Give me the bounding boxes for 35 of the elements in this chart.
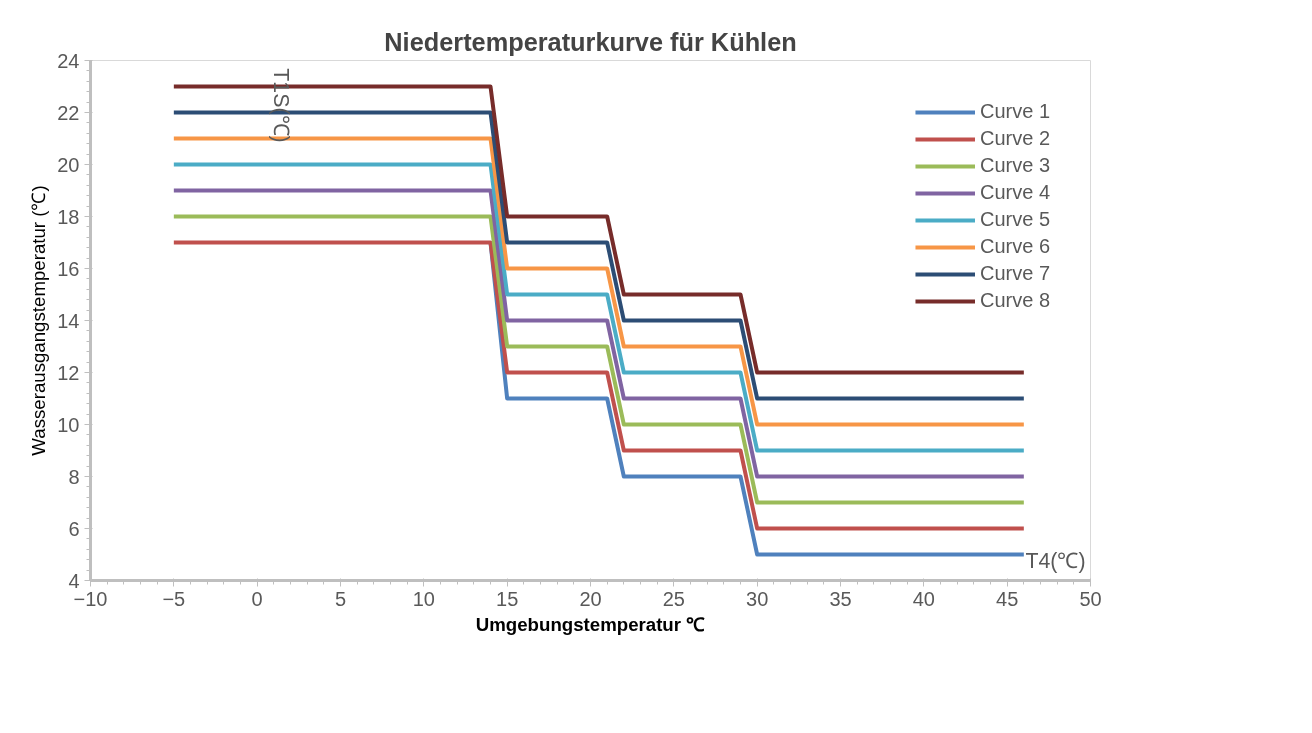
x-tick-label: 20 [579,587,602,610]
x-tick-label: 40 [912,587,935,610]
x-tick-label: 50 [1079,587,1102,610]
legend-label: Curve 3 [979,154,1050,177]
x-tick-label: 25 [662,587,685,610]
y-tick-label: 24 [57,49,80,72]
legend-label: Curve 8 [979,289,1050,312]
legend-label: Curve 5 [979,208,1050,231]
legend-label: Curve 7 [979,262,1050,285]
legend-label: Curve 1 [979,100,1050,123]
annotation: T4(℃) [1025,548,1086,573]
y-axis-title: Wasserausgangstemperatur (℃) [28,185,50,456]
y-tick-label: 12 [57,361,80,384]
y-tick-label: 10 [57,413,80,436]
x-tick-label: 35 [829,587,852,610]
y-tick-label: 8 [68,465,80,488]
x-tick-label: 30 [746,587,769,610]
x-axis-title: Umgebungstemperatur ℃ [475,613,706,635]
x-tick-label: 15 [496,587,519,610]
y-tick-label: 14 [57,309,80,332]
legend-label: Curve 6 [979,235,1050,258]
y-tick-label: 16 [57,257,80,280]
x-tick-label: 45 [996,587,1019,610]
legend-label: Curve 4 [979,181,1050,204]
x-tick-label: 0 [251,587,263,610]
y-tick-label: 20 [57,153,80,176]
y-tick-label: 22 [57,101,80,124]
x-tick-label: 5 [334,587,347,610]
x-tick-label: −5 [162,587,186,610]
legend-label: Curve 2 [979,127,1050,150]
y-tick-label: 18 [57,205,80,228]
y-tick-label: 6 [68,517,80,540]
annotation: T1S(℃) [268,68,293,143]
x-tick-label: 10 [412,587,435,610]
chart-title: Niedertemperaturkurve für Kühlen [384,27,797,56]
